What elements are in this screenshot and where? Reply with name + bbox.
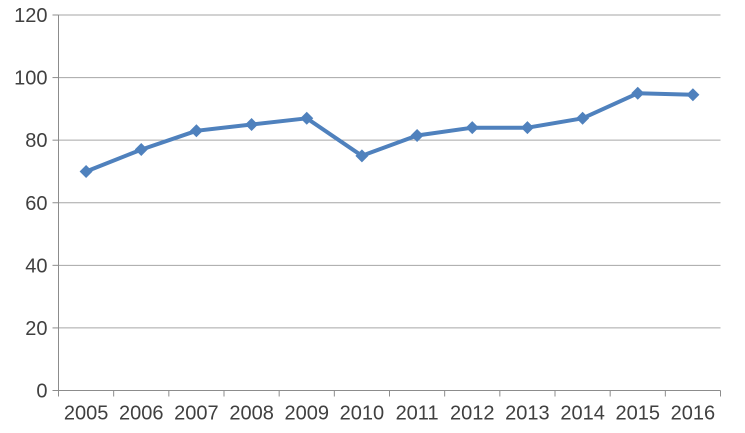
x-axis-label: 2007 — [174, 403, 219, 425]
x-axis-label: 2009 — [285, 403, 330, 425]
data-point-marker — [410, 128, 424, 142]
data-point-marker — [631, 86, 645, 100]
x-axis-label: 2015 — [616, 403, 661, 425]
data-point-marker — [245, 118, 259, 132]
y-axis-label: 80 — [25, 130, 47, 152]
y-axis-label: 40 — [25, 255, 47, 277]
data-point-marker — [134, 143, 148, 157]
y-axis-label: 20 — [25, 318, 47, 340]
y-axis-label: 100 — [14, 68, 47, 90]
series-line — [84, 91, 695, 174]
data-point-marker — [79, 164, 93, 178]
y-axis-label: 60 — [25, 193, 47, 215]
x-axis-label: 2008 — [229, 403, 274, 425]
x-axis-label: 2013 — [505, 403, 550, 425]
x-axis-label: 2005 — [64, 403, 109, 425]
data-point-marker — [465, 121, 479, 135]
data-point-marker — [300, 111, 314, 125]
data-point-marker — [686, 88, 700, 102]
data-point-marker — [576, 111, 590, 125]
x-axis-label: 2010 — [340, 403, 385, 425]
y-axis-label: 120 — [14, 5, 47, 27]
data-point-marker — [355, 149, 369, 163]
x-axis-label: 2011 — [396, 403, 439, 425]
x-axis-label: 2006 — [119, 403, 164, 425]
data-point-marker — [189, 124, 203, 138]
x-axis-label: 2014 — [560, 403, 605, 425]
x-axis-label: 2016 — [671, 403, 716, 425]
x-axis-label: 2012 — [450, 403, 495, 425]
data-point-marker — [520, 121, 534, 135]
y-axis-label: 0 — [36, 381, 47, 403]
